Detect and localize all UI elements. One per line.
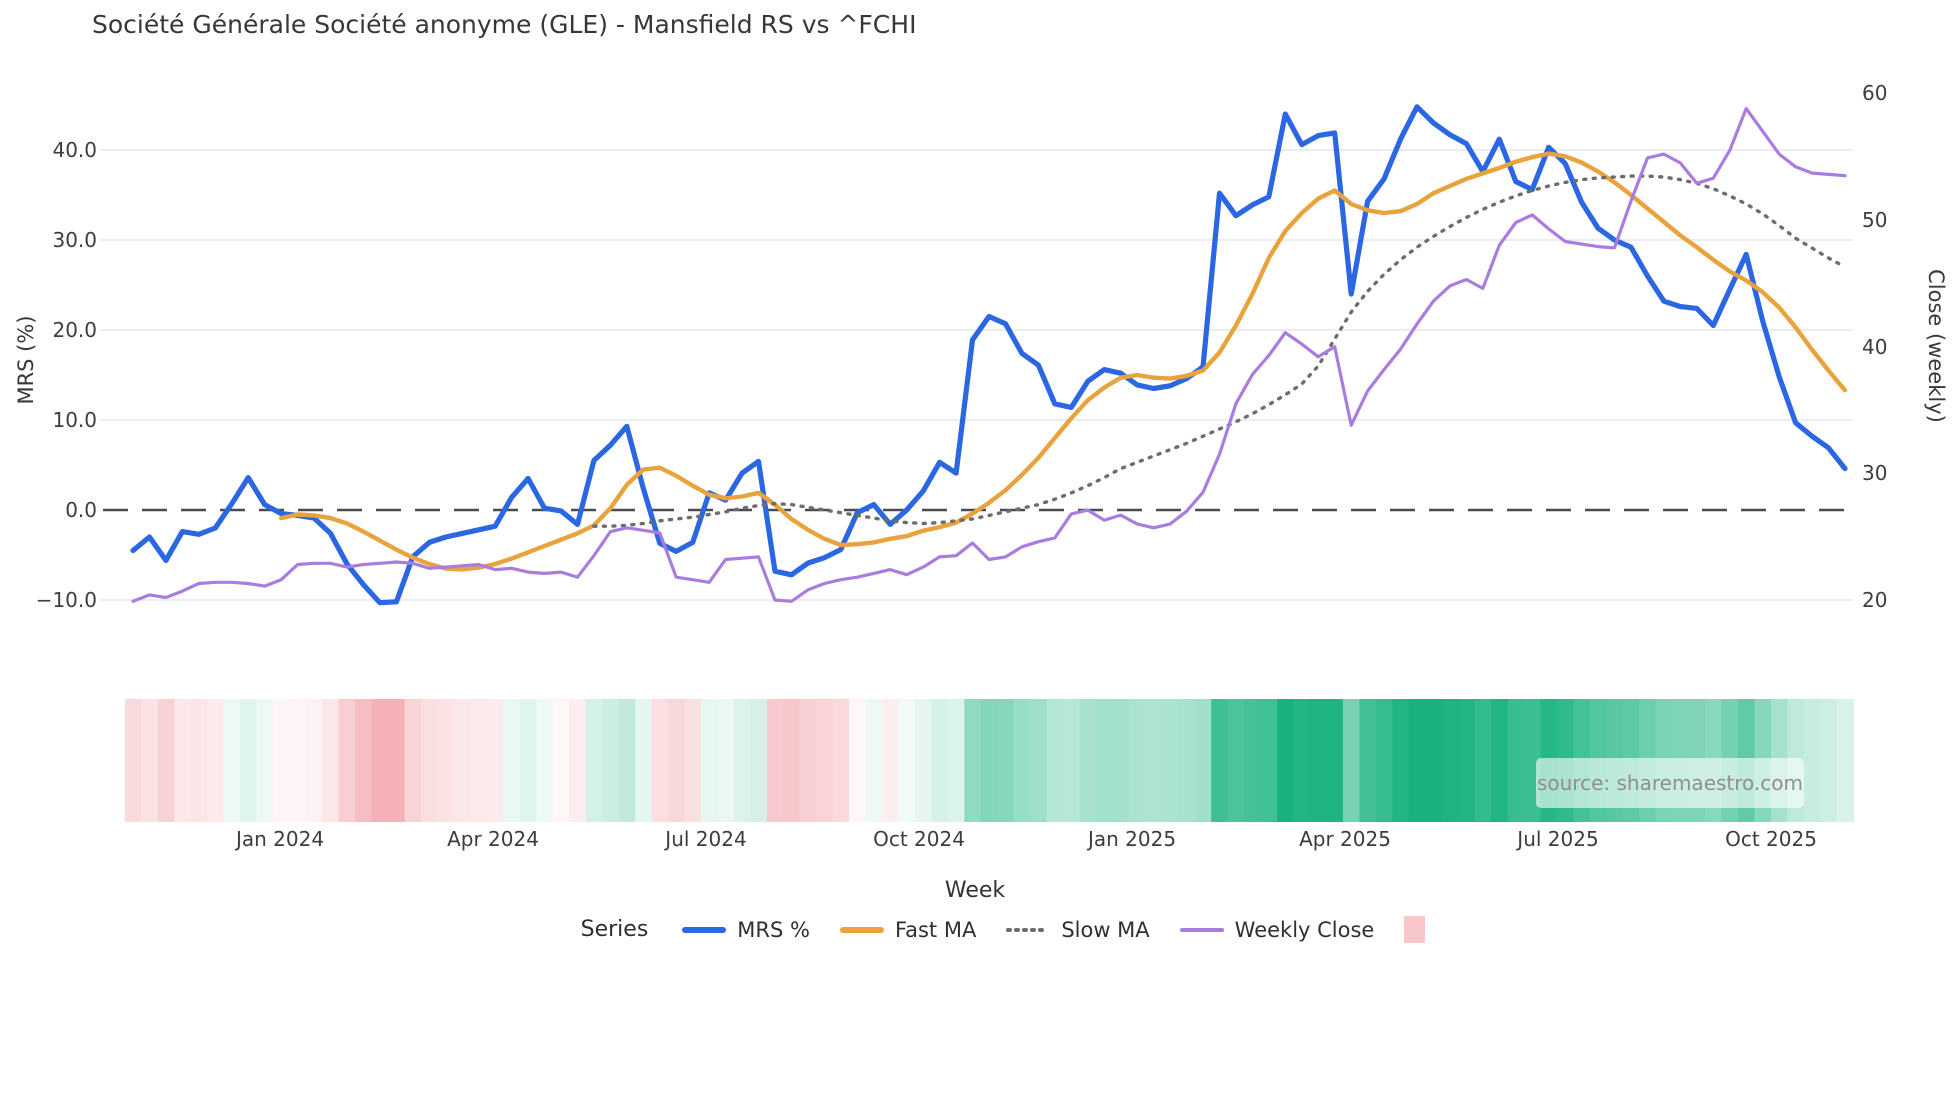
left-tick-20.0: 20.0 [52,318,97,342]
left-tick-40.0: 40.0 [52,138,97,162]
right-tick-40: 40 [1862,334,1888,359]
legend-item-slow-ma: Slow MA [1006,917,1150,942]
legend-swatch [839,926,884,933]
left-tick-−10.0: −10.0 [35,588,97,612]
legend-swatch [1006,927,1051,932]
legend-label: Slow MA [1061,917,1150,942]
legend-swatch [1179,927,1224,932]
series-line-fast-ma [279,151,1848,572]
x-tick-jul-2024: Jul 2024 [665,827,747,851]
left-tick-30.0: 30.0 [52,228,97,252]
source-watermark-text: source: sharemaestro.com [1537,771,1803,795]
source-watermark: source: sharemaestro.com [1536,758,1804,808]
series-line-weekly-close [131,106,1847,603]
x-tick-apr-2024: Apr 2024 [447,827,539,851]
legend-label: MRS % [737,917,810,942]
legend-item-mrs-: MRS % [682,918,810,942]
x-tick-jan-2024: Jan 2024 [235,827,325,851]
series-line-slow-ma [592,174,1847,528]
left-tick-10.0: 10.0 [52,408,97,432]
x-tick-jul-2025: Jul 2025 [1517,827,1599,851]
x-tick-jan-2025: Jan 2025 [1087,827,1177,851]
chart-title: Société Générale Société anonyme (GLE) -… [92,10,917,39]
legend-item-weekly-close: Weekly Close [1179,917,1375,942]
legend-title: Series [580,917,649,942]
x-tick-apr-2025: Apr 2025 [1299,827,1391,851]
x-tick-oct-2024: Oct 2024 [873,827,965,851]
legend-label: Fast MA [894,917,977,942]
right-tick-60: 60 [1862,81,1888,106]
legend-label: Weekly Close [1234,917,1375,942]
x-tick-oct-2025: Oct 2025 [1725,827,1817,851]
legend-item-heat-band [1404,916,1426,943]
x-axis-title: Week [944,878,1006,903]
right-axis-title: Close (weekly) [1924,269,1948,423]
legend: Series MRS % Fast MA Slow MA Weekly Close [0,916,1960,943]
legend-item-fast-ma: Fast MA [839,917,977,942]
series-line-mrs- [130,104,1848,606]
right-tick-20: 20 [1862,588,1888,612]
right-tick-50: 50 [1862,207,1888,232]
left-tick-0.0: 0.0 [65,498,97,522]
legend-swatch [682,926,727,933]
right-tick-30: 30 [1862,461,1888,486]
legend-swatch [1404,916,1426,943]
